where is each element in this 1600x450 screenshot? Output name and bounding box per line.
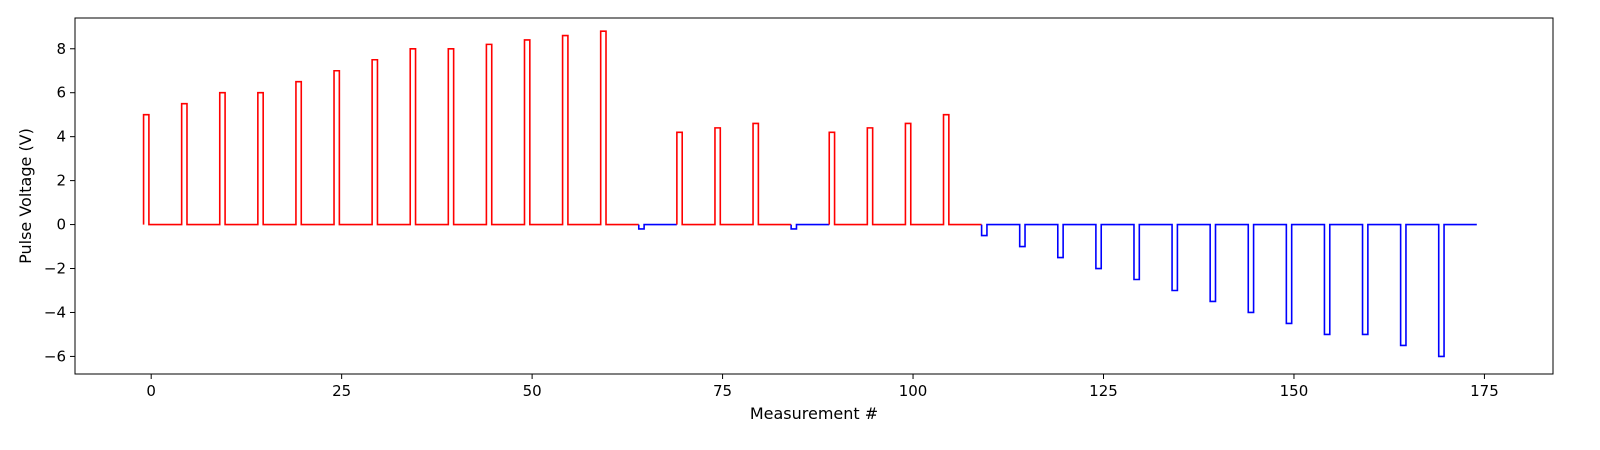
y-tick-label: 6 <box>56 84 66 102</box>
plot-background <box>75 18 1553 374</box>
y-axis-label: Pulse Voltage (V) <box>16 128 35 264</box>
series-layer <box>142 30 1477 358</box>
x-axis-label: Measurement # <box>750 404 878 423</box>
y-tick-label: 2 <box>56 172 66 190</box>
y-tick-label: −2 <box>44 260 66 278</box>
series-line-5 <box>980 223 1477 358</box>
x-tick-label: 175 <box>1470 382 1499 400</box>
x-tick-label: 50 <box>523 382 542 400</box>
plot-frame <box>74 17 1554 375</box>
y-tick-label: −4 <box>44 303 66 321</box>
x-tick-label: 100 <box>899 382 928 400</box>
x-tick-label: 25 <box>332 382 351 400</box>
x-axis-ticks: 0 25 50 75 100 125 150 175 <box>146 374 1499 400</box>
series-line-4 <box>828 113 982 226</box>
x-tick-label: 0 <box>146 382 156 400</box>
y-axis-ticks: −6 −4 −2 0 2 4 6 8 <box>44 40 75 365</box>
y-tick-label: 4 <box>56 128 66 146</box>
x-tick-label: 125 <box>1089 382 1118 400</box>
y-tick-label: 0 <box>56 216 66 234</box>
x-tick-label: 150 <box>1280 382 1309 400</box>
y-tick-label: 8 <box>56 40 66 58</box>
y-tick-label: −6 <box>44 347 66 365</box>
series-line-3 <box>790 223 830 230</box>
series-line-0 <box>142 30 639 226</box>
series-line-2 <box>676 122 792 226</box>
series-line-1 <box>637 223 677 230</box>
x-tick-label: 75 <box>713 382 732 400</box>
